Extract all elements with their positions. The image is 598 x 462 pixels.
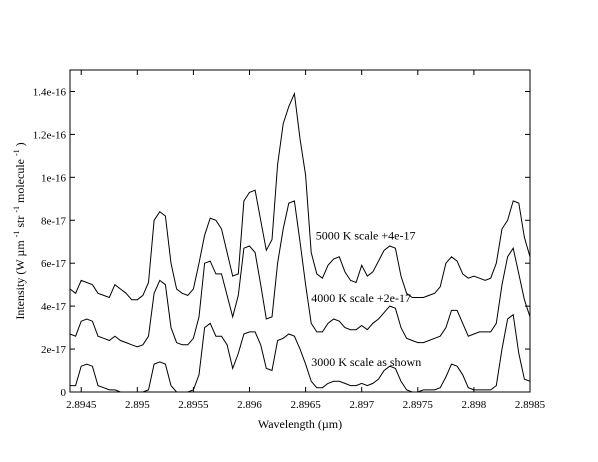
x-tick-label: 2.8985 — [515, 399, 546, 411]
series-annotation-3: 3000 K scale as shown — [311, 355, 421, 369]
series-annotation-1: 5000 K scale +4e-17 — [316, 229, 416, 243]
y-axis-label-part-3: molecule — [13, 159, 27, 203]
y-axis-label-sup-3: -1 — [12, 149, 21, 156]
plot-frame — [69, 69, 531, 393]
series-group — [69, 91, 531, 393]
y-tick-label: 8e-17 — [41, 215, 67, 227]
y-tick-label: 0 — [61, 387, 67, 399]
x-tick-label: 2.8945 — [66, 399, 97, 411]
y-axis-label-part-4: ) — [13, 142, 27, 146]
series-line-1 — [70, 313, 531, 393]
x-tick-label: 2.896 — [237, 399, 262, 411]
x-tick-label: 2.8965 — [290, 399, 321, 411]
y-tick-label: 1.4e-16 — [33, 86, 67, 98]
x-axis: 2.8945 2.895 2.8955 2.896 2.8965 2.897 2.8975 2… — [66, 70, 546, 411]
series-line-2 — [69, 200, 531, 348]
y-tick-label: 4e-17 — [41, 301, 67, 313]
y-tick-label: 1e-16 — [41, 172, 67, 184]
y-axis-label-sup-1: -1 — [12, 231, 21, 238]
y-axis-label-part-1: Intensity (W µm — [13, 240, 27, 320]
y-axis-label: Intensity (W µm -1 str -1 molecule -1 ) — [8, 142, 27, 319]
series-annotation-2: 4000 K scale +2e-17 — [311, 291, 411, 305]
x-tick-label: 2.895 — [125, 399, 150, 411]
x-axis-label: Wavelength (µm) — [258, 417, 342, 431]
x-tick-label: 2.8975 — [403, 399, 434, 411]
y-tick-label: 6e-17 — [41, 258, 67, 270]
y-axis-label-part-2: str — [13, 216, 27, 228]
y-axis: 0 2e-17 4e-17 6e-17 8e-17 1e-16 1.2e-16 1.4e-16 — [33, 86, 530, 399]
y-axis-label-sup-2: -1 — [12, 206, 21, 213]
y-tick-label: 1.2e-16 — [33, 129, 67, 141]
x-tick-label: 2.8955 — [178, 399, 209, 411]
y-tick-label: 2e-17 — [41, 344, 67, 356]
annotation-group: 5000 K scale +4e-17 4000 K scale +2e-17 30… — [311, 229, 421, 370]
series-line-3 — [69, 91, 531, 301]
x-tick-label: 2.897 — [349, 399, 374, 411]
x-tick-label: 2.898 — [462, 399, 487, 411]
